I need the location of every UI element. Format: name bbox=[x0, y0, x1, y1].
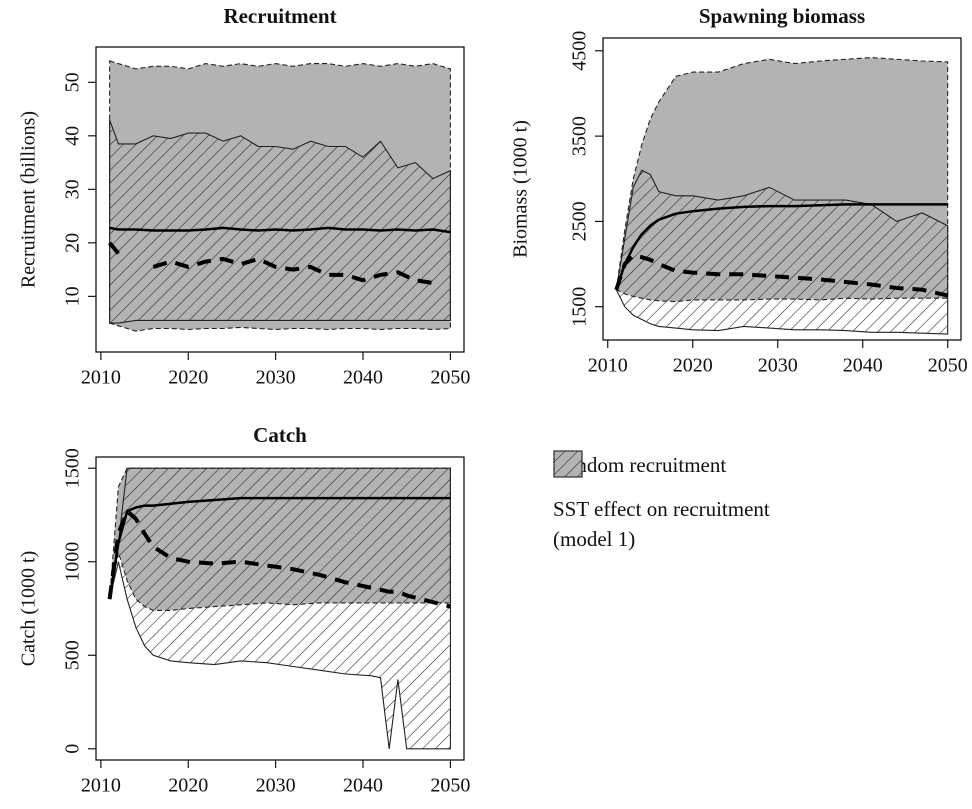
y-tick-label: 4500 bbox=[569, 31, 591, 71]
y-axis-label: Biomass (1000 t) bbox=[510, 120, 532, 258]
dashed-line bbox=[107, 509, 451, 609]
x-tick-label: 2040 bbox=[843, 355, 883, 377]
panel-title: Recruitment bbox=[223, 4, 336, 28]
legend: Random recruitment SST effect on recruitm… bbox=[553, 450, 853, 568]
legend-label: Random recruitment bbox=[553, 453, 727, 477]
band bbox=[109, 119, 451, 324]
solid-line bbox=[615, 203, 948, 291]
legend-label: SST effect on recruitment (model 1) bbox=[553, 497, 770, 551]
solid-line bbox=[108, 496, 451, 600]
y-tick-label: 3500 bbox=[569, 116, 591, 156]
y-axis-label: Recruitment (billions) bbox=[18, 111, 40, 288]
x-tick-label: 2020 bbox=[168, 775, 208, 797]
panel-title: Catch bbox=[253, 423, 307, 447]
x-tick-label: 2050 bbox=[928, 355, 968, 377]
swatch bbox=[553, 450, 583, 478]
legend-swatch bbox=[553, 450, 583, 478]
y-tick-label: 2500 bbox=[569, 201, 591, 241]
legend-entry: SST effect on recruitment (model 1) bbox=[553, 450, 853, 554]
x-tick-label: 2020 bbox=[168, 367, 208, 389]
plot-frame bbox=[95, 46, 465, 353]
band bbox=[109, 467, 451, 750]
x-tick-label: 2030 bbox=[256, 367, 296, 389]
dashed-line bbox=[108, 241, 434, 285]
x-tick-label: 2030 bbox=[758, 355, 798, 377]
x-tick-label: 2010 bbox=[588, 355, 628, 377]
solid-line bbox=[109, 226, 451, 234]
x-tick-label: 2050 bbox=[430, 367, 470, 389]
x-tick-label: 2020 bbox=[673, 355, 713, 377]
y-axis-label: Catch (1000 t) bbox=[18, 551, 40, 667]
y-tick-label: 1000 bbox=[62, 542, 84, 582]
y-tick-label: 20 bbox=[62, 233, 84, 253]
panel-title: Spawning biomass bbox=[699, 4, 865, 28]
x-tick-label: 2010 bbox=[81, 775, 121, 797]
x-tick-label: 2040 bbox=[343, 775, 383, 797]
legend-entry: Random recruitment bbox=[553, 450, 853, 480]
y-tick-label: 10 bbox=[62, 286, 84, 306]
y-tick-label: 500 bbox=[62, 640, 84, 670]
x-tick-label: 2030 bbox=[256, 775, 296, 797]
x-tick-label: 2040 bbox=[343, 367, 383, 389]
y-tick-label: 40 bbox=[62, 126, 84, 146]
y-tick-label: 50 bbox=[62, 72, 84, 92]
dashed-line bbox=[614, 253, 949, 298]
x-tick-label: 2010 bbox=[81, 367, 121, 389]
y-tick-label: 0 bbox=[62, 744, 84, 754]
y-tick-label: 30 bbox=[62, 179, 84, 199]
plot-frame bbox=[602, 37, 962, 341]
x-tick-label: 2050 bbox=[430, 775, 470, 797]
y-tick-label: 1500 bbox=[569, 287, 591, 327]
y-tick-label: 1500 bbox=[62, 448, 84, 488]
plot-frame bbox=[95, 456, 465, 761]
